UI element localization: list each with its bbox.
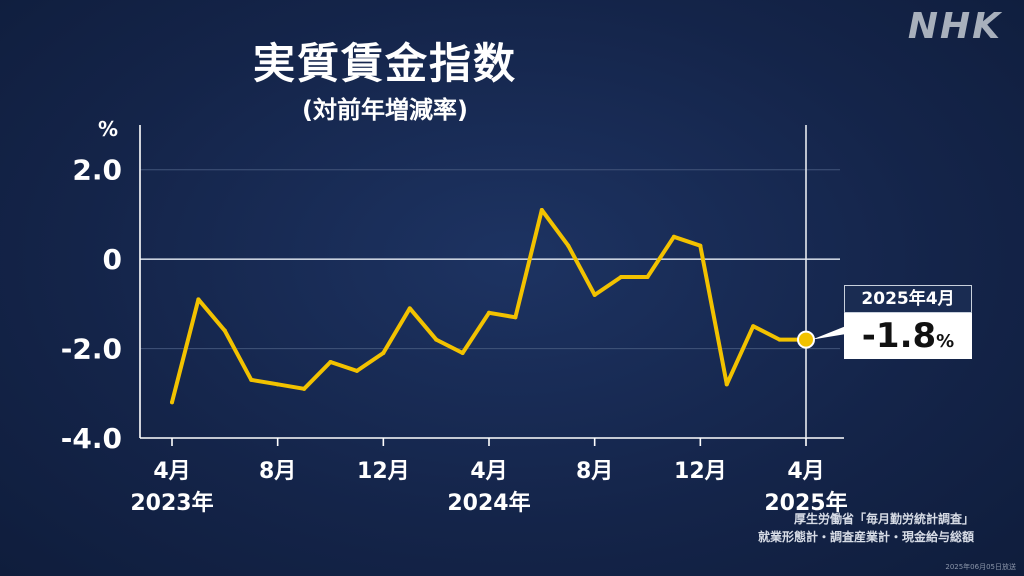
- y-tick-label: -4.0: [61, 422, 122, 455]
- data-point: [724, 382, 729, 387]
- data-point: [513, 315, 518, 320]
- data-point: [777, 337, 782, 342]
- chart-subtitle: (対前年増減率): [302, 96, 468, 124]
- nhk-logo: NHK: [907, 6, 1002, 47]
- data-point: [671, 234, 676, 239]
- x-tick-year-label: 2023年: [130, 490, 213, 516]
- data-point: [539, 207, 544, 212]
- x-tick-label: 12月: [674, 459, 727, 484]
- highlight-point: [797, 330, 815, 349]
- data-point: [381, 351, 386, 356]
- data-point: [302, 386, 307, 391]
- data-point: [460, 351, 465, 356]
- callout-value: -1.8: [861, 316, 937, 356]
- y-tick-label: 0: [103, 243, 122, 276]
- y-tick-label: 2.0: [72, 154, 122, 187]
- callout-value-box: -1.8%: [844, 313, 972, 359]
- x-tick-label: 4月: [787, 459, 824, 484]
- data-point: [196, 297, 201, 302]
- data-point: [354, 368, 359, 373]
- data-point: [645, 275, 650, 280]
- data-point: [592, 292, 597, 297]
- x-tick-label: 8月: [576, 459, 613, 484]
- data-point: [328, 359, 333, 364]
- data-point: [249, 377, 254, 382]
- latest-value-callout: 2025年4月 -1.8%: [844, 285, 972, 373]
- broadcast-credit: 2025年06月05日放送: [945, 563, 1016, 571]
- data-point: [275, 382, 280, 387]
- series-line: [170, 208, 808, 405]
- chart-title: 実質賃金指数: [252, 39, 517, 88]
- x-tick-label: 4月: [153, 459, 190, 484]
- callout-pointer: [812, 326, 846, 340]
- x-tick-label: 12月: [357, 459, 410, 484]
- data-point: [407, 306, 412, 311]
- x-tick-year-label: 2025年: [764, 490, 847, 516]
- data-point: [487, 310, 491, 315]
- callout-unit: %: [936, 331, 955, 352]
- data-point: [566, 243, 571, 248]
- callout-date: 2025年4月: [844, 285, 972, 313]
- y-tick-label: -2.0: [61, 333, 122, 366]
- data-point: [751, 324, 756, 329]
- x-tick-label: 4月: [470, 459, 507, 484]
- data-point: [434, 337, 439, 342]
- y-axis-unit-label: %: [98, 117, 118, 141]
- source-line-1: 厚生労働省「毎月勤労統計調査」: [793, 512, 974, 526]
- source-note: 厚生労働省「毎月勤労統計調査」 就業形態計・調査産業計・現金給与総額: [758, 510, 974, 546]
- x-tick-label: 8月: [259, 459, 296, 484]
- data-point: [222, 328, 227, 333]
- data-point: [619, 275, 624, 280]
- x-tick-year-label: 2024年: [447, 490, 530, 516]
- source-line-2: 就業形態計・調査産業計・現金給与総額: [757, 530, 974, 544]
- data-point: [698, 243, 703, 248]
- data-point: [170, 400, 174, 405]
